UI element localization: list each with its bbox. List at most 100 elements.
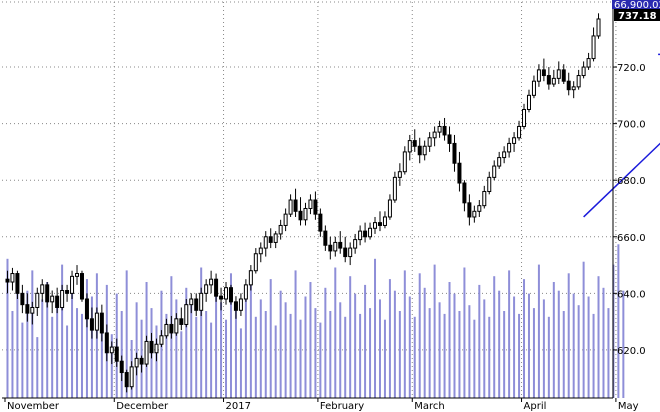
candle-down [124,372,129,388]
volume-bar [41,299,44,398]
candle-down [323,230,328,246]
candle-down [462,182,467,204]
volume-bar [71,287,74,398]
candle-up [70,275,75,294]
candle-down [566,80,571,91]
volume-bar [16,276,19,398]
volume-bar [383,319,386,398]
candle-down [452,142,457,164]
candle-up [333,241,338,252]
volume-bar [85,279,88,398]
candle-up [258,247,263,255]
candle-down [219,295,224,300]
volume-bar [607,308,610,398]
volume-bar [155,325,158,398]
volume-bar [264,311,267,398]
volume-bar [244,293,247,398]
candle-down [268,236,273,243]
volume-bar [190,305,193,398]
candle-up [278,224,283,235]
candle-down [561,69,566,82]
volume-bar [513,296,516,398]
candle-up [204,284,209,294]
candle-up [581,66,586,77]
y-tick-label: 720.0 [617,63,646,74]
volume-bar [582,261,585,398]
candle-up [502,151,507,159]
volume-bar [80,313,83,398]
volume-bar [234,308,237,398]
candle-up [522,108,527,127]
volume-bar [279,290,282,398]
candle-up [536,69,541,82]
volume-max-label-bg [612,0,660,9]
volume-bar [309,282,312,398]
candle-up [60,290,65,308]
volume-bar [572,293,575,398]
candle-up [487,176,492,193]
volume-bar [135,302,138,398]
volume-bar [239,328,242,398]
volume-bar [205,311,208,398]
candle-down [233,301,238,311]
y-tick-label: 640.0 [617,289,646,300]
volume-bar [453,293,456,398]
candle-down [318,213,323,232]
candle-down [467,202,472,218]
candle-up [402,151,407,173]
candle-down [363,230,368,238]
volume-bar [518,313,521,398]
volume-bar [259,299,262,398]
volume-bar [195,316,198,398]
volume-bar [165,313,168,398]
candle-down [89,318,94,331]
volume-bar [359,313,362,398]
candle-up [248,270,253,286]
candle-up [497,157,502,167]
candle-up [30,306,35,314]
candle-down [338,241,343,249]
volume-bar [26,290,29,398]
candles [5,13,601,393]
candle-up [477,205,482,212]
volume-bar [225,319,228,398]
candle-down [99,312,104,334]
x-tick-label: November [7,401,60,412]
volume-bar [458,311,461,398]
candle-up [407,140,412,153]
volume-bar [314,308,317,398]
volume-bar [324,287,327,398]
candle-up [109,346,114,354]
volume-bar [100,328,103,398]
candle-down [169,323,174,334]
last-price-label-bg [614,9,660,21]
candle-down [194,298,199,311]
volume-bar [215,284,218,398]
candle-up [238,298,243,311]
volume-bar [369,308,372,398]
x-tick-label: May [618,401,639,412]
volume-bar [344,316,347,398]
volume-bar [473,319,476,398]
candle-up [224,287,229,300]
candle-down [541,69,546,77]
volume-bar [503,311,506,398]
candle-up [571,86,576,91]
x-tick-label: 2017 [226,401,251,412]
candle-down [55,295,60,308]
volume-bar [428,308,431,398]
candle-up [397,171,402,178]
candle-up [134,357,139,368]
candle-down [139,357,144,365]
volume-bar [562,311,565,398]
candle-up [75,273,80,277]
volume-bar [269,279,272,398]
volume-bar [229,273,232,398]
volume-bar [527,293,530,398]
candle-up [472,210,477,218]
candle-down [79,273,84,300]
volume-bar [76,308,79,398]
volume-bar [602,287,605,398]
volume-bar [364,284,367,398]
candle-up [512,137,517,144]
